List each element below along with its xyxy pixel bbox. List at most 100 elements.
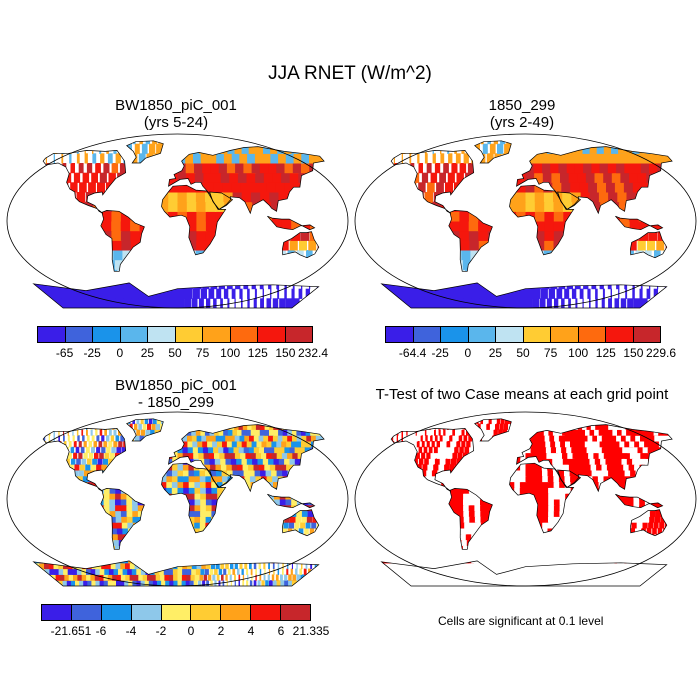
colorbar-1-label: 25 [140,346,155,360]
colorbar-3-label: 4 [247,624,255,638]
colorbar-1-label: 125 [247,346,268,360]
colorbar-3-label: -21.651 [50,624,92,638]
coastline-southAmerica [448,488,493,550]
colorbar-2-label: 150 [623,346,644,360]
colorbar-3-swatch [191,605,222,620]
colorbar-3-swatch [251,605,282,620]
colorbar-2-swatch [386,327,414,342]
coastline-greenland [126,140,164,164]
colorbar-1-label: 50 [168,346,182,360]
panel-2-title: 1850_299 (yrs 2-49) [372,97,672,131]
panel-3-title: BW1850_piC_001 - 1850_299 [26,377,326,411]
coastline-indonesia [615,215,664,231]
map-panel-2 [354,133,697,309]
colorbar-2-swatch [523,327,551,342]
coastline-northAmerica [42,428,127,492]
colorbar-2-swatch [496,327,524,342]
map-border [6,411,349,587]
colorbar-1-label: 0 [116,346,124,360]
colorbar-panel-2 [385,326,661,343]
coastline-arabia [557,469,582,488]
colorbar-1-label: 232.4 [297,346,329,360]
coastline-arabia [209,469,234,488]
panel-2-title-line2: (yrs 2-49) [489,114,555,131]
ttest-note: Cells are significant at 0.1 level [438,614,604,628]
coastline-greenland [474,140,512,164]
coastline-northAmerica [390,428,475,492]
colorbar-2-label: 100 [568,346,589,360]
coastline-southAmerica [448,210,493,272]
colorbar-1-swatch [175,327,203,342]
colorbar-2-label: -64.4 [398,346,427,360]
coastline-africa [509,462,575,534]
coastline-southAmerica [100,210,145,272]
colorbar-1-swatch [258,327,286,342]
coastline-arabia [557,191,582,210]
colorbar-1-swatch [285,327,312,342]
colorbar-1-label: -25 [83,346,101,360]
colorbar-1-swatch [38,327,66,342]
colorbar-3-label: 6 [277,624,285,638]
panel-1-title: BW1850_piC_001 (yrs 5-24) [26,97,326,131]
colorbar-1-swatch [203,327,231,342]
panel-4-title: T-Test of two Case means at each grid po… [352,386,692,403]
colorbar-2-swatch [468,327,496,342]
colorbar-1-label: 150 [275,346,296,360]
coastline-antarctica [380,282,668,309]
panel-2-title-line1: 1850_299 [488,97,556,114]
coastline-australia [630,231,668,259]
colorbar-1-swatch [230,327,258,342]
map-border [6,133,349,309]
panel-1-title-line2: (yrs 5-24) [143,114,209,131]
coastline-indonesia [615,493,664,509]
coastline-northAmerica [42,150,127,214]
colorbar-2-label: 229.6 [645,346,677,360]
coastline-indonesia [267,215,316,231]
colorbar-panel-3 [41,604,311,621]
panel-4-title-line1: T-Test of two Case means at each grid po… [375,386,669,403]
panel-3-title-line1: BW1850_piC_001 [115,377,237,394]
colorbar-2-swatch [413,327,441,342]
coastline-antarctica [32,560,320,587]
colorbar-1-swatch [148,327,176,342]
colorbar-3-swatch [221,605,252,620]
colorbar-1-swatch [65,327,93,342]
colorbar-3-swatch [101,605,132,620]
colorbar-1-swatch [120,327,148,342]
colorbar-1-label: -65 [55,346,74,360]
map-panel-1 [6,133,349,309]
colorbar-2-label: 50 [516,346,530,360]
panel-3-title-line2: - 1850_299 [138,394,214,411]
map-border [354,133,697,309]
colorbar-3-swatch [71,605,102,620]
colorbar-1-label: 75 [195,346,210,360]
coastline-indonesia [267,493,316,509]
colorbar-2-label: 0 [464,346,472,360]
map-panel-3 [6,411,349,587]
coastline-australia [282,231,320,259]
coastline-africa [161,462,227,534]
coastline-arabia [209,191,234,210]
coastline-australia [282,509,320,537]
colorbar-2-swatch [578,327,606,342]
coastline-greenland [126,418,164,442]
coastline-antarctica [380,560,668,587]
colorbar-3-label: 2 [217,624,225,638]
colorbar-3-swatch [42,605,72,620]
coastline-africa [509,184,575,256]
colorbar-2-swatch [441,327,469,342]
coastline-africa [161,184,227,256]
map-border [354,411,697,587]
colorbar-3-label: -2 [155,624,167,638]
colorbar-2-swatch [551,327,579,342]
colorbar-3-label: -4 [125,624,137,638]
colorbar-3-label: 21.335 [292,624,330,638]
colorbar-2-label: 25 [488,346,503,360]
panel-1-title-line1: BW1850_piC_001 [115,97,237,114]
figure-title: JJA RNET (W/m^2) [268,63,432,84]
coastline-greenland [474,418,512,442]
colorbar-3-swatch [131,605,162,620]
coastline-antarctica [32,282,320,309]
colorbar-3-label: -6 [95,624,107,638]
colorbar-2-label: 75 [543,346,558,360]
